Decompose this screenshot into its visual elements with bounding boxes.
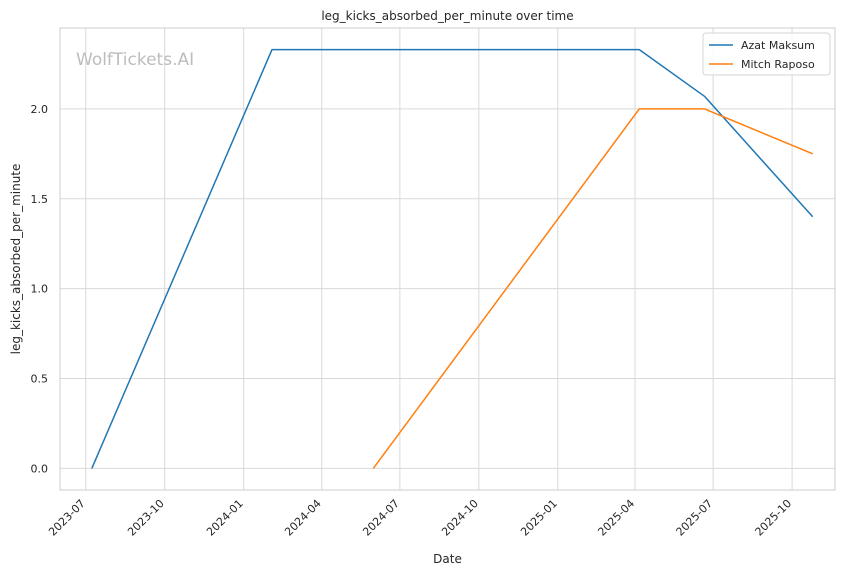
x-tick-labels: 2023-07 2023-10 2024-01 2024-04 2024-07 2024-… bbox=[46, 497, 794, 539]
y-tick-label: 2.0 bbox=[31, 103, 49, 116]
legend: Azat Maksum Mitch Raposo bbox=[702, 32, 831, 76]
x-tick-label: 2025-01 bbox=[518, 497, 560, 539]
y-tick-label: 1.0 bbox=[31, 283, 49, 296]
legend-entry-label: Azat Maksum bbox=[741, 39, 815, 52]
x-tick-label: 2024-07 bbox=[360, 497, 402, 539]
x-axis-label: Date bbox=[433, 552, 462, 566]
series-line-mitch-raposo bbox=[372, 108, 813, 469]
series-layer bbox=[91, 48, 814, 469]
x-tick-label: 2024-10 bbox=[439, 497, 481, 539]
y-tick-label: 1.5 bbox=[31, 193, 49, 206]
series-line-azat-maksum bbox=[91, 48, 814, 469]
x-tick-label: 2023-10 bbox=[125, 497, 167, 539]
x-tick-label: 2024-01 bbox=[204, 497, 246, 539]
y-tick-label: 0.5 bbox=[31, 373, 49, 386]
watermark-text: WolfTickets.AI bbox=[76, 50, 194, 70]
chart-title: leg_kicks_absorbed_per_minute over time bbox=[321, 9, 573, 23]
y-axis-label: leg_kicks_absorbed_per_minute bbox=[9, 164, 23, 355]
x-tick-label: 2024-04 bbox=[282, 497, 324, 539]
y-tick-label: 0.0 bbox=[31, 462, 49, 475]
y-tick-labels: 0.0 0.5 1.0 1.5 2.0 bbox=[31, 103, 49, 476]
plot-frame bbox=[59, 27, 836, 491]
x-tick-label: 2025-04 bbox=[595, 497, 637, 539]
x-tick-label: 2023-07 bbox=[46, 497, 88, 539]
legend-entry-label: Mitch Raposo bbox=[741, 58, 815, 71]
legend-box bbox=[702, 32, 831, 76]
x-tick-label: 2025-10 bbox=[753, 497, 795, 539]
x-tick-label: 2025-07 bbox=[674, 497, 716, 539]
grid-lines bbox=[60, 28, 835, 490]
